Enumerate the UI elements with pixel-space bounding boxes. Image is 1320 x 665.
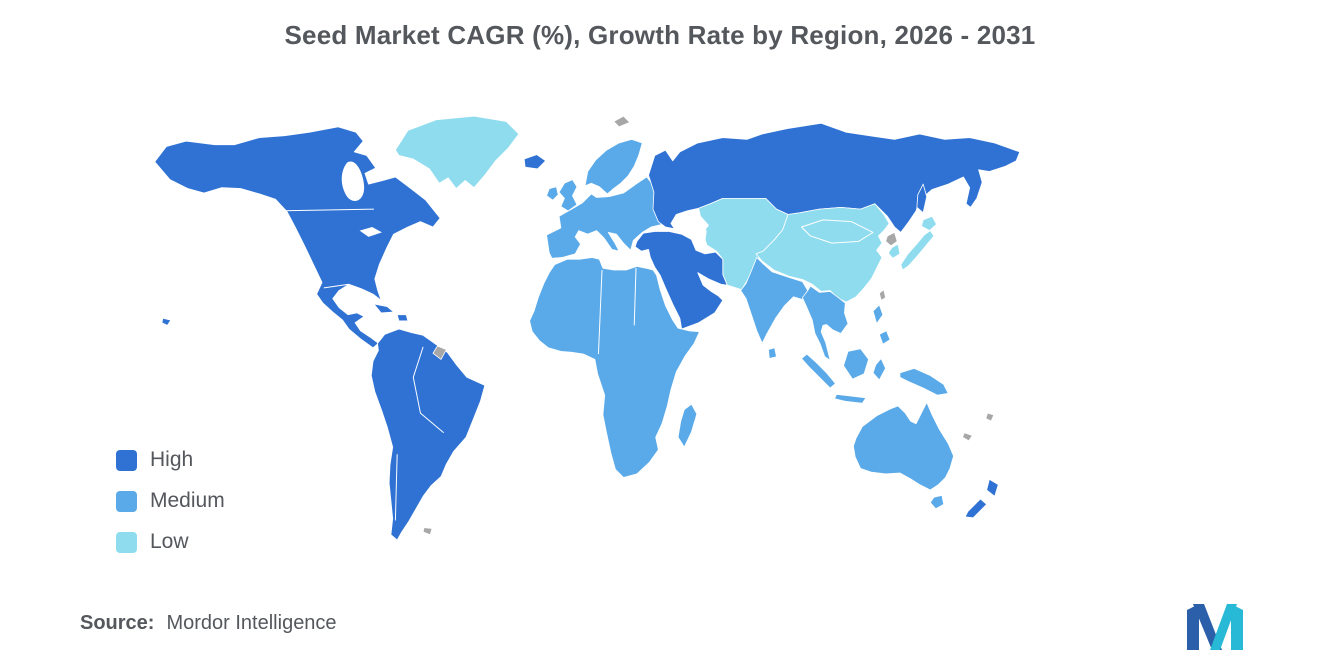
region-madagascar: [677, 403, 698, 448]
source-text: Mordor Intelligence: [166, 612, 337, 634]
region-australia: [852, 401, 954, 491]
source-line: Source: Mordor Intelligence: [80, 612, 337, 635]
region-africa: [529, 257, 700, 478]
logo-m-stroke-3: [1210, 604, 1237, 650]
region-hispaniola: [396, 314, 409, 322]
region-hawaii: [161, 317, 172, 326]
region-new-zealand-north: [986, 478, 999, 497]
region-french-guiana: [432, 345, 447, 360]
border-us-mexico: [323, 283, 349, 289]
legend-label-low: Low: [150, 530, 189, 553]
region-tasmania: [929, 494, 945, 510]
border-africa-2: [633, 268, 637, 326]
region-greenland: [394, 115, 520, 189]
legend-item-high: High: [116, 448, 225, 472]
map-regions: [154, 115, 1020, 541]
region-philippines-luzon: [872, 304, 884, 325]
border-us-canada: [277, 208, 374, 212]
region-sumatra: [801, 353, 836, 389]
region-svalbard: [613, 115, 631, 128]
border-mongolia: [801, 219, 874, 244]
chart-title: Seed Market CAGR (%), Growth Rate by Reg…: [284, 20, 1036, 50]
region-south-korea: [887, 243, 901, 259]
region-falkland-islands: [422, 527, 433, 536]
logo-m-stroke-4: [1231, 604, 1243, 650]
region-india: [740, 257, 809, 344]
region-uk: [558, 179, 578, 212]
region-sulawesi: [872, 358, 886, 381]
region-new-zealand-south: [964, 498, 988, 519]
region-new-guinea: [899, 367, 949, 396]
region-north-america: [154, 126, 441, 349]
border-chile: [394, 454, 398, 521]
border-africa-1: [597, 269, 603, 355]
mordor-logo-svg: [1187, 604, 1243, 650]
logo-m-stroke-1: [1187, 604, 1199, 650]
legend-label-high: High: [150, 448, 194, 471]
world-map: [125, 100, 1020, 558]
region-indochina: [801, 285, 849, 361]
region-china: [755, 203, 890, 303]
region-new-caledonia: [962, 432, 973, 442]
legend-swatch-high: [116, 449, 137, 471]
legend-swatch-low: [116, 531, 137, 553]
legend-swatch-medium: [116, 490, 137, 512]
region-south-america: [370, 328, 486, 541]
caspian-sea: [691, 218, 707, 250]
region-scandinavia: [584, 138, 643, 195]
region-cuba: [373, 303, 394, 314]
region-philippines-mindanao: [878, 330, 891, 345]
region-fiji: [985, 412, 995, 422]
region-ireland: [546, 186, 559, 201]
region-japan-honshu: [900, 230, 935, 271]
border-brazil-west: [412, 346, 445, 434]
great-lakes: [359, 227, 382, 237]
legend-item-medium: Medium: [116, 489, 225, 513]
region-japan-hokkaido: [920, 215, 937, 232]
source-label: Source:: [80, 612, 155, 634]
legend-label-medium: Medium: [150, 489, 225, 512]
country-borders: [277, 208, 874, 521]
legend: High Medium Low: [116, 448, 225, 554]
region-north-korea: [885, 231, 898, 247]
region-europe-mainland: [546, 176, 663, 259]
legend-item-low: Low: [116, 530, 225, 554]
region-sri-lanka: [767, 347, 777, 359]
region-iceland: [523, 154, 547, 170]
map-water: [341, 161, 707, 250]
region-sakhalin: [916, 183, 928, 214]
region-taiwan: [878, 289, 886, 301]
region-borneo: [843, 348, 869, 380]
region-middle-east: [634, 231, 728, 330]
hudson-bay: [341, 161, 365, 201]
world-map-svg: [154, 115, 1020, 541]
region-java: [834, 393, 867, 404]
mordor-intelligence-logo: [1183, 597, 1247, 653]
